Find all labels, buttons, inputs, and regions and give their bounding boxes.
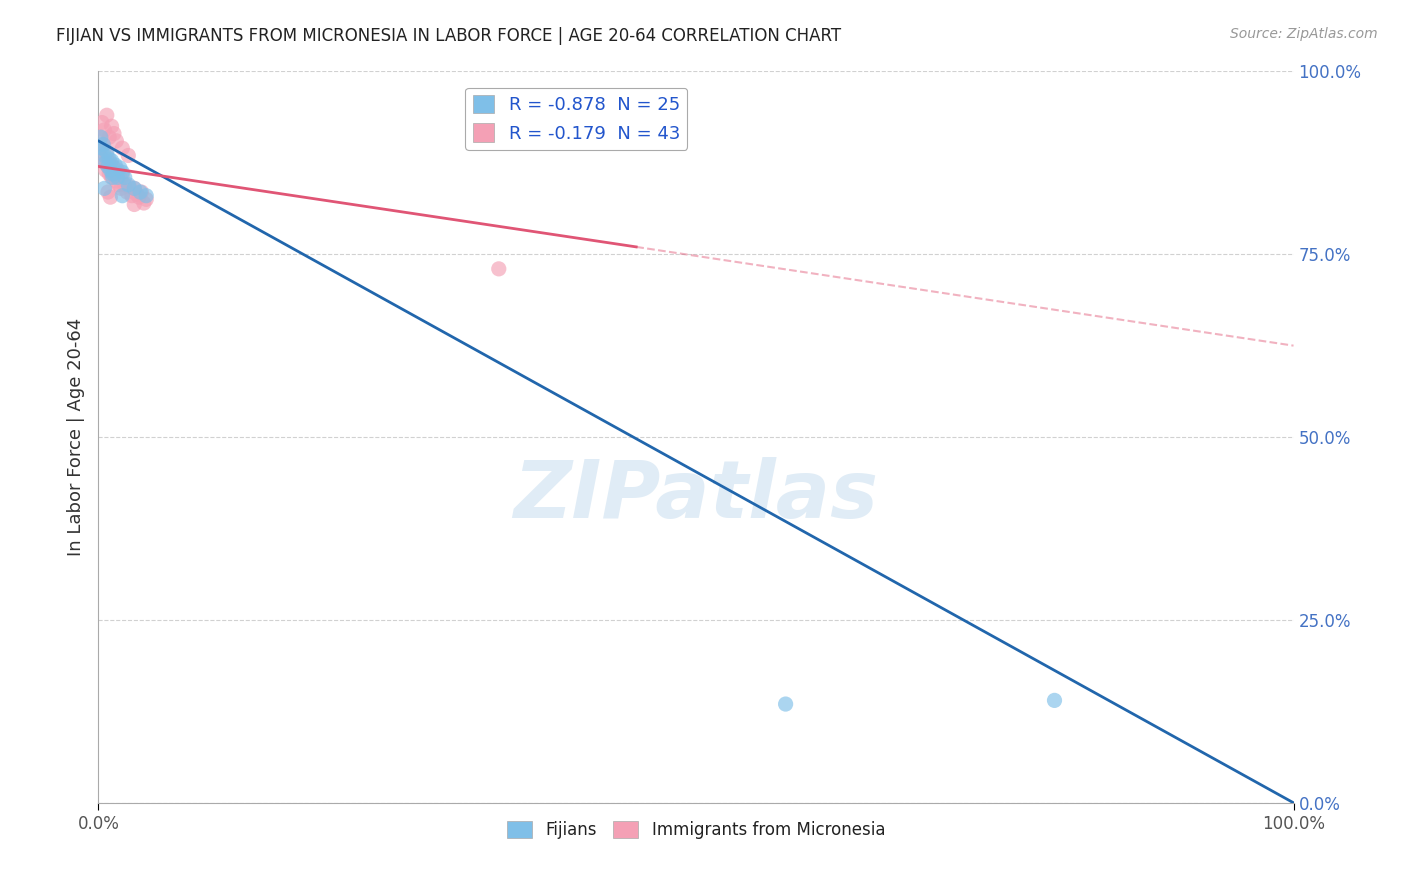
Point — [96, 145, 118, 159]
Point — [105, 134, 128, 148]
Text: Source: ZipAtlas.com: Source: ZipAtlas.com — [1230, 27, 1378, 41]
Point — [98, 152, 121, 166]
Point — [107, 170, 129, 185]
Point — [90, 130, 112, 145]
Point — [103, 127, 125, 141]
Point — [124, 181, 146, 195]
Point — [91, 137, 114, 152]
Point — [91, 152, 114, 166]
Point — [97, 160, 120, 174]
Point — [93, 156, 115, 170]
Point — [90, 130, 112, 145]
Point — [89, 141, 111, 155]
Point — [107, 178, 129, 192]
Point — [131, 185, 153, 199]
Point — [105, 174, 128, 188]
Point — [104, 168, 127, 182]
Text: ZIPatlas: ZIPatlas — [513, 457, 879, 534]
Point — [98, 167, 121, 181]
Point — [101, 160, 124, 174]
Point — [93, 123, 115, 137]
Point — [111, 188, 134, 202]
Point — [132, 196, 155, 211]
Point — [101, 170, 124, 185]
Point — [100, 153, 122, 168]
Point — [98, 130, 121, 145]
Point — [115, 185, 138, 199]
Point — [103, 165, 125, 179]
Point — [128, 190, 150, 204]
Point — [118, 180, 141, 194]
Point — [91, 115, 114, 129]
Point — [117, 178, 139, 192]
Point — [104, 158, 127, 172]
Point — [111, 168, 134, 182]
Y-axis label: In Labor Force | Age 20-64: In Labor Force | Age 20-64 — [66, 318, 84, 557]
Point — [108, 170, 131, 185]
Point — [94, 156, 117, 170]
Point — [100, 170, 122, 185]
Point — [124, 181, 146, 195]
Point — [488, 261, 510, 276]
Point — [96, 108, 118, 122]
Legend: Fijians, Immigrants from Micronesia: Fijians, Immigrants from Micronesia — [501, 814, 891, 846]
Point — [111, 165, 134, 179]
Point — [114, 178, 136, 192]
Point — [96, 148, 118, 162]
Point — [775, 697, 797, 711]
Point — [110, 181, 132, 195]
Point — [98, 190, 122, 204]
Point — [124, 197, 146, 211]
Point — [93, 181, 115, 195]
Point — [100, 119, 122, 133]
Point — [1043, 693, 1066, 707]
Point — [97, 185, 120, 199]
Point — [135, 188, 157, 202]
Point — [98, 156, 122, 170]
Point — [111, 141, 134, 155]
Point — [125, 187, 148, 202]
Point — [91, 137, 114, 152]
Point — [93, 148, 115, 162]
Point — [98, 163, 122, 178]
Point — [121, 188, 143, 202]
Point — [108, 161, 131, 175]
Point — [91, 141, 114, 155]
Point — [94, 163, 117, 178]
Point — [97, 160, 120, 174]
Text: FIJIAN VS IMMIGRANTS FROM MICRONESIA IN LABOR FORCE | AGE 20-64 CORRELATION CHAR: FIJIAN VS IMMIGRANTS FROM MICRONESIA IN … — [56, 27, 841, 45]
Point — [117, 148, 139, 162]
Point — [101, 167, 124, 181]
Point — [107, 163, 129, 178]
Point — [114, 170, 136, 185]
Point — [135, 193, 157, 207]
Point — [129, 185, 152, 199]
